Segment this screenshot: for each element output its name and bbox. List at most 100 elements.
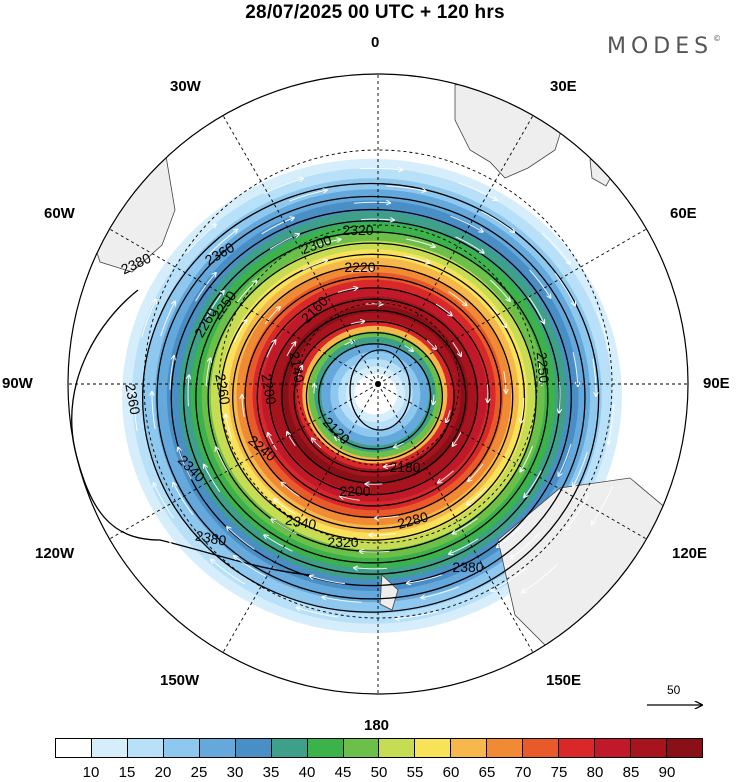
wind-arrow bbox=[510, 532, 540, 559]
wind-arrow bbox=[227, 527, 255, 550]
lon-label-90e: 90E bbox=[703, 375, 730, 392]
wind-arrow bbox=[383, 463, 398, 467]
wind-arrow bbox=[354, 568, 388, 569]
wind-arrow bbox=[406, 238, 435, 247]
wind-arrow bbox=[211, 559, 246, 585]
wind-arrow bbox=[169, 356, 174, 390]
wind-arrow bbox=[386, 185, 427, 191]
colorbar-swatch bbox=[163, 739, 200, 757]
wind-arrow bbox=[491, 567, 527, 591]
wind-arrow bbox=[555, 221, 586, 255]
wind-arrow bbox=[274, 157, 318, 171]
wind-arrow bbox=[286, 342, 296, 357]
colorbar-swatch bbox=[127, 739, 164, 757]
height-contour bbox=[170, 208, 572, 587]
wind-arrow bbox=[421, 586, 460, 598]
wind-arrow bbox=[237, 281, 257, 303]
colorbar-swatch bbox=[451, 739, 488, 757]
wind-arrow bbox=[115, 352, 120, 396]
wind-arrow bbox=[353, 202, 391, 203]
colorbar-label: 55 bbox=[406, 764, 424, 781]
colorbar-swatch bbox=[91, 739, 128, 757]
contour-label: 2280 bbox=[396, 508, 430, 532]
wind-arrow bbox=[287, 432, 296, 446]
meridian-line bbox=[377, 115, 534, 385]
colorbar-label: 35 bbox=[262, 764, 280, 781]
height-contour bbox=[305, 331, 444, 462]
wind-arrow bbox=[458, 182, 497, 201]
colorbar-swatch bbox=[666, 739, 702, 757]
lon-label-180: 180 bbox=[364, 717, 390, 734]
lon-label-30e: 30E bbox=[550, 78, 577, 95]
wind-arrow bbox=[311, 239, 341, 248]
colorbar bbox=[55, 738, 703, 758]
wind-arrow bbox=[344, 341, 355, 346]
wind-arrow bbox=[566, 494, 590, 530]
colorbar-label: 15 bbox=[118, 764, 136, 781]
height-contour bbox=[232, 264, 514, 530]
wind-arrow bbox=[266, 340, 276, 358]
contour-label: 2200 bbox=[339, 483, 370, 499]
wind-arrow bbox=[309, 576, 346, 585]
wind-arrow bbox=[349, 270, 374, 273]
wind-arrow bbox=[264, 307, 280, 325]
wind-arrow bbox=[536, 357, 541, 385]
contour-label: 2140 bbox=[286, 350, 307, 384]
wind-arrow bbox=[611, 300, 626, 342]
wind-arrow bbox=[206, 291, 224, 318]
wind-arrow bbox=[433, 394, 434, 405]
wind-arrow bbox=[274, 499, 296, 515]
height-contour bbox=[156, 195, 586, 600]
meridian-line bbox=[222, 383, 379, 653]
contour-label: 2320 bbox=[342, 222, 373, 238]
wind-arrow bbox=[122, 446, 137, 488]
wind-arrow bbox=[163, 533, 193, 567]
meridian-line bbox=[377, 228, 647, 385]
lon-label-90w: 90W bbox=[2, 375, 33, 392]
wind-arrow bbox=[452, 342, 462, 356]
wind-arrow bbox=[302, 260, 328, 271]
map-border bbox=[67, 73, 689, 695]
wind-arrow bbox=[449, 538, 479, 554]
wind-speed-shading bbox=[122, 158, 622, 634]
wind-arrow bbox=[141, 299, 157, 338]
wind-arrow bbox=[359, 551, 390, 552]
wind-arrow bbox=[226, 414, 233, 439]
colorbar-swatch bbox=[595, 739, 631, 757]
height-contour bbox=[281, 309, 467, 484]
wind-arrow bbox=[263, 178, 303, 195]
wind-arrow bbox=[520, 445, 534, 472]
colorbar-swatch bbox=[379, 739, 416, 757]
colorbar-swatch bbox=[271, 739, 308, 757]
meridian-line bbox=[377, 383, 647, 540]
wind-arrow bbox=[205, 358, 210, 387]
wind-arrow bbox=[314, 383, 315, 394]
lon-label-150e: 150E bbox=[546, 672, 582, 689]
colorbar-label: 85 bbox=[622, 764, 640, 781]
wind-arrow bbox=[195, 273, 217, 302]
wind-arrow bbox=[359, 168, 403, 170]
wind-arrow bbox=[264, 535, 293, 552]
wind-arrow bbox=[452, 517, 478, 533]
wind-arrow bbox=[448, 291, 467, 306]
colorbar-swatch bbox=[235, 739, 272, 757]
height-contour bbox=[256, 287, 490, 507]
wind-arrow bbox=[186, 224, 216, 254]
wind-arrow bbox=[572, 352, 578, 386]
wind-arrow bbox=[153, 483, 175, 519]
height-contour bbox=[318, 343, 432, 450]
colorbar-swatch bbox=[523, 739, 560, 757]
wind-arrow bbox=[261, 218, 294, 235]
wind-arrow bbox=[395, 611, 439, 619]
wind-arrow bbox=[208, 229, 238, 256]
colorbar-label: 75 bbox=[550, 764, 568, 781]
colorbar-label: 90 bbox=[658, 764, 676, 781]
lon-label-30w: 30W bbox=[170, 78, 201, 95]
colorbar-label: 20 bbox=[154, 764, 172, 781]
wind-arrow bbox=[268, 433, 278, 451]
wind-arrow bbox=[471, 169, 513, 190]
contour-label: 2260 bbox=[212, 372, 233, 406]
wind-arrow bbox=[524, 470, 542, 498]
wind-arrow bbox=[542, 232, 570, 264]
wind-arrow bbox=[592, 359, 596, 396]
